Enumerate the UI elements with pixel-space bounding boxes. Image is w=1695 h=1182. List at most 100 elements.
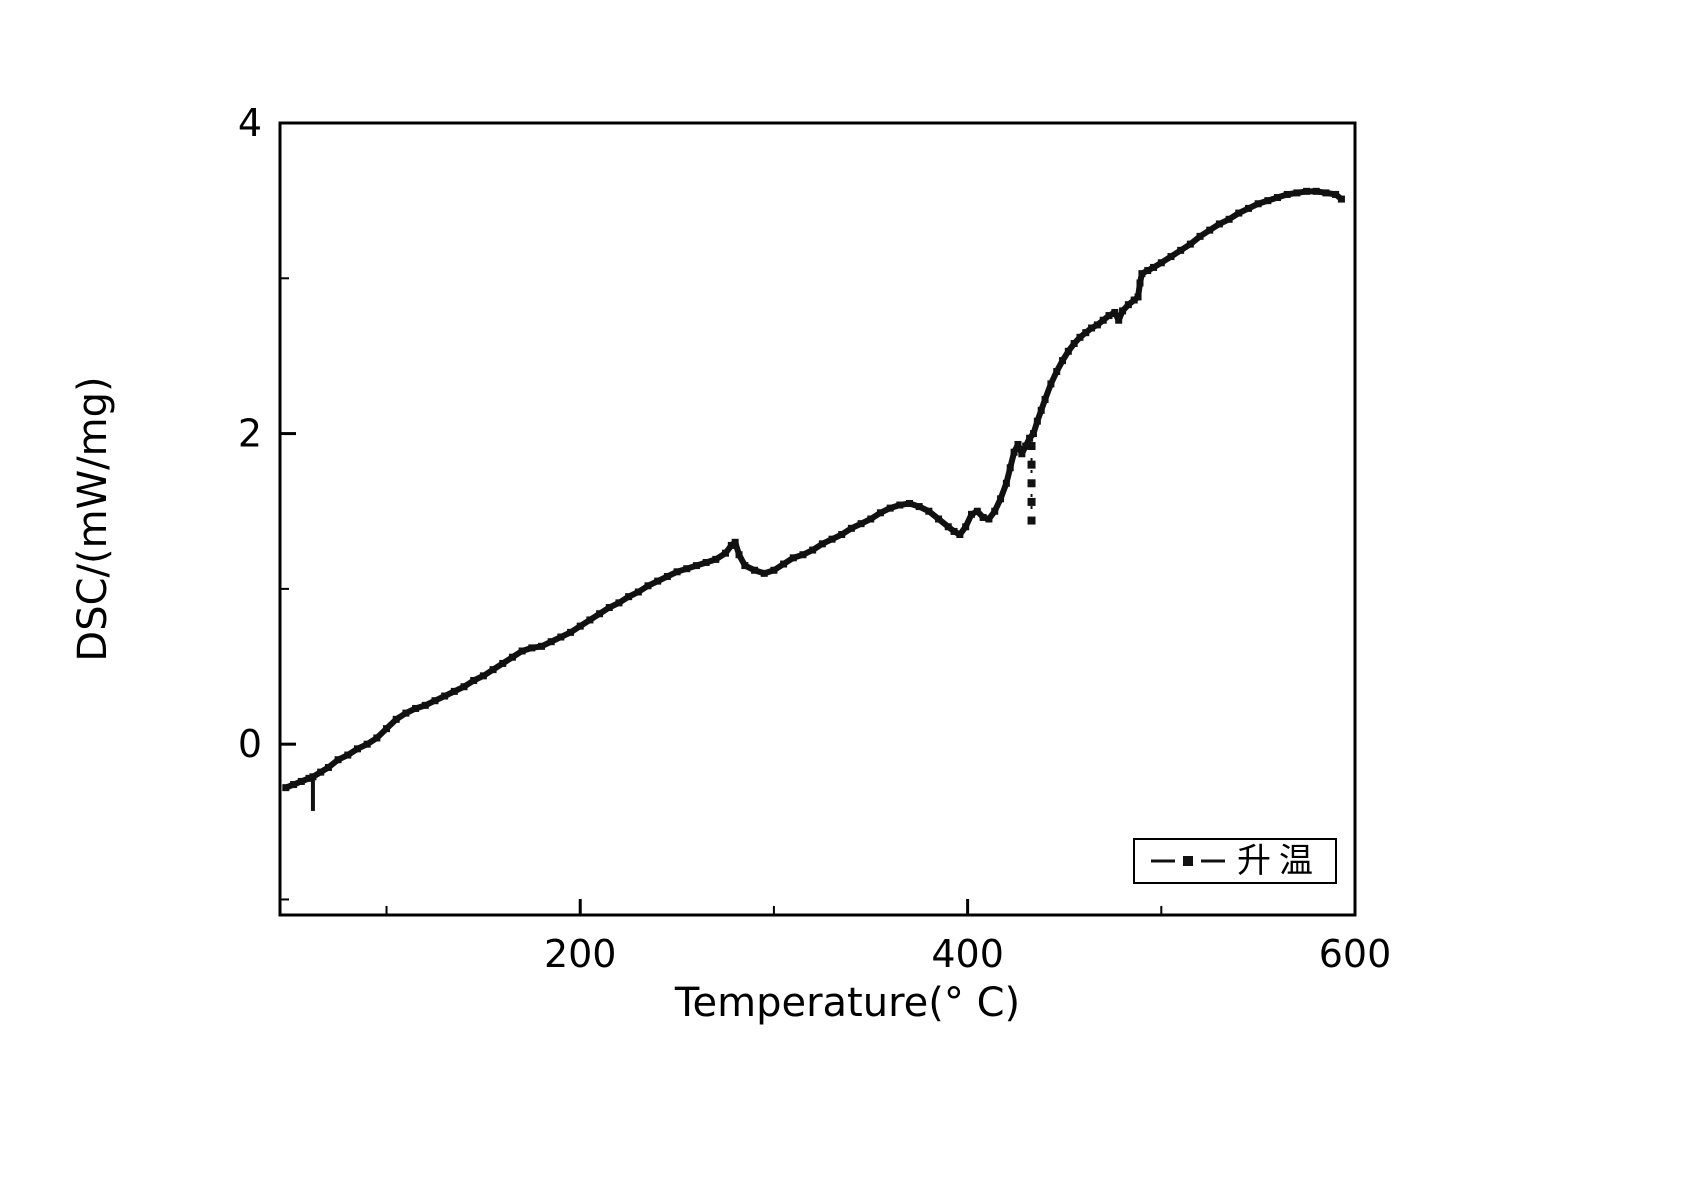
curve-marker xyxy=(282,784,290,792)
curve-marker xyxy=(857,520,865,528)
curve-marker xyxy=(731,538,739,546)
curve-marker xyxy=(1026,434,1034,442)
curve-marker xyxy=(1138,270,1146,278)
curve-marker xyxy=(751,566,759,574)
curve-marker xyxy=(1206,226,1214,234)
curve-marker xyxy=(1225,215,1233,223)
spike-marker xyxy=(1027,442,1036,451)
curve-marker xyxy=(789,554,797,562)
curve-marker xyxy=(1124,301,1132,309)
curve-marker xyxy=(1064,347,1072,355)
curve-marker xyxy=(1130,296,1138,304)
curve-marker xyxy=(547,638,555,646)
curve-marker xyxy=(1018,450,1026,458)
curve-marker xyxy=(402,709,410,717)
curve-marker xyxy=(1322,189,1330,197)
curve-marker xyxy=(735,551,743,559)
legend-square-marker-icon xyxy=(1183,856,1193,866)
curve-marker xyxy=(412,704,420,712)
curve-marker xyxy=(915,503,923,511)
curve-marker xyxy=(991,507,999,515)
curve-marker xyxy=(1014,440,1022,448)
curve-marker xyxy=(692,562,700,570)
curve-marker xyxy=(615,599,623,607)
curve-marker xyxy=(1150,263,1158,271)
y-tick-label: 4 xyxy=(238,101,262,145)
curve-marker xyxy=(1006,464,1014,472)
curve-marker xyxy=(363,740,371,748)
x-tick-label: 400 xyxy=(931,932,1004,976)
curve-marker xyxy=(344,751,352,759)
curve-marker xyxy=(1059,357,1067,365)
curve-marker xyxy=(528,644,536,652)
curve-marker xyxy=(760,569,768,577)
curve-marker xyxy=(950,527,958,535)
curve-marker xyxy=(906,499,914,507)
curve-marker xyxy=(1037,406,1045,414)
curve-marker xyxy=(1076,333,1084,341)
curve-marker xyxy=(1186,240,1194,248)
curve-marker xyxy=(985,515,993,523)
curve-marker xyxy=(727,541,735,549)
curve-marker xyxy=(1002,479,1010,487)
curve-marker xyxy=(383,725,391,733)
curve-marker xyxy=(1167,253,1175,261)
curve-marker xyxy=(1088,324,1096,332)
x-tick-label: 600 xyxy=(1319,932,1392,976)
curve-marker xyxy=(431,697,439,705)
curve-marker xyxy=(770,566,778,574)
curve-marker xyxy=(537,642,545,650)
curve-marker xyxy=(421,701,429,709)
curve-marker xyxy=(479,672,487,680)
curve-marker xyxy=(673,568,681,576)
curve-marker xyxy=(799,551,807,559)
curve-marker xyxy=(1010,448,1018,456)
legend-box: 升温 xyxy=(1133,838,1337,884)
curve-marker xyxy=(460,683,468,691)
curve-marker xyxy=(1134,293,1142,301)
curve-marker xyxy=(1082,329,1090,337)
curve-marker xyxy=(944,523,952,531)
curve-marker xyxy=(1332,190,1340,198)
curve-marker xyxy=(373,734,381,742)
curve-marker xyxy=(1196,232,1204,240)
curve-marker xyxy=(1293,189,1301,197)
curve-marker xyxy=(967,510,975,518)
curve-marker xyxy=(1070,340,1078,348)
curve-marker xyxy=(1093,321,1101,329)
curve-marker xyxy=(1029,430,1037,438)
curve-marker xyxy=(489,666,497,674)
curve-marker xyxy=(586,616,594,624)
curve-marker xyxy=(392,715,400,723)
curve-marker xyxy=(886,504,894,512)
spike-marker xyxy=(1027,479,1036,488)
curve-marker xyxy=(441,692,449,700)
curve-marker xyxy=(450,687,458,695)
curve-marker xyxy=(956,531,964,539)
curve-marker xyxy=(518,647,526,655)
curve-marker xyxy=(1337,195,1345,203)
curve-marker xyxy=(605,604,613,612)
curve-marker xyxy=(634,588,642,596)
curve-marker xyxy=(712,555,720,563)
curve-marker xyxy=(576,622,584,630)
curve-marker xyxy=(1041,395,1049,403)
curve-marker xyxy=(353,745,361,753)
curve-marker xyxy=(828,535,836,543)
curve-marker xyxy=(935,515,943,523)
curve-marker xyxy=(780,560,788,568)
curve-marker xyxy=(896,501,904,509)
spike-marker xyxy=(1027,497,1036,506)
curve-marker xyxy=(334,756,342,764)
curve-marker xyxy=(1099,316,1107,324)
curve-marker xyxy=(721,549,729,557)
curve-marker xyxy=(324,763,332,771)
curve-marker xyxy=(876,509,884,517)
curve-marker xyxy=(1047,380,1055,388)
curve-marker xyxy=(867,515,875,523)
curve-marker xyxy=(1033,417,1041,425)
curve-marker xyxy=(1283,190,1291,198)
curve-marker xyxy=(997,495,1005,503)
curve-marker xyxy=(290,781,298,789)
